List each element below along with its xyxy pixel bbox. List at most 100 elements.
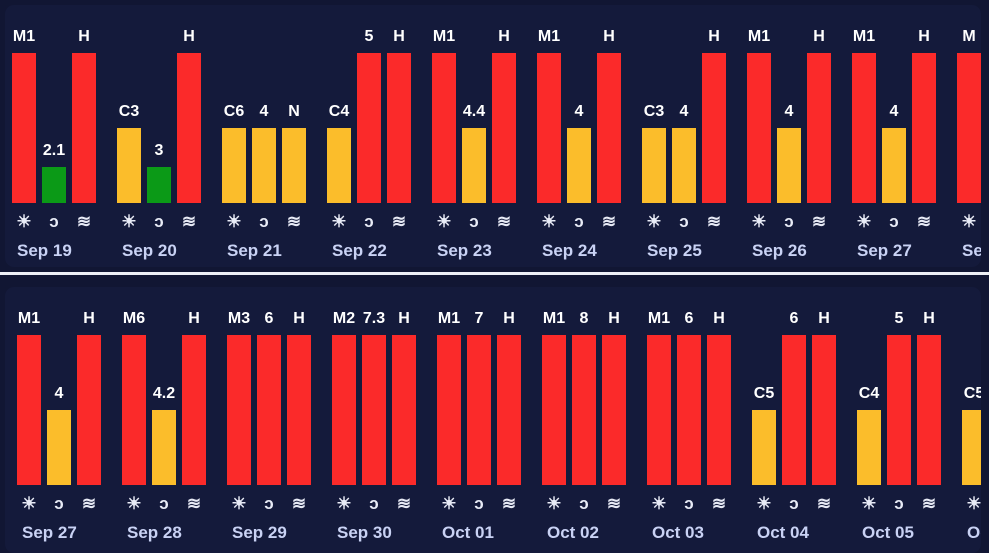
- day-date-label: Oct 03: [652, 523, 704, 542]
- magnet-icon: ↄ: [579, 494, 589, 513]
- sun-icon: ☀: [651, 494, 667, 513]
- magnet-icon: ↄ: [789, 494, 799, 513]
- forecast-bar: [777, 128, 801, 203]
- magnet-icon: ↄ: [684, 494, 694, 513]
- bar-value-label: M1: [542, 310, 566, 327]
- day-date-label: Sep 27: [22, 523, 77, 542]
- forecast-bar: [707, 335, 731, 485]
- day-column: C5 ☀ Oc: [962, 287, 981, 553]
- panel-divider: [0, 272, 989, 275]
- bar-value-label: 7.3: [362, 310, 386, 327]
- forecast-bar: [47, 410, 71, 485]
- magnet-icon: ↄ: [474, 494, 484, 513]
- day-column: M1 ☀ 6 ↄ H ≋ Oct 03: [647, 287, 747, 553]
- forecast-bar: [357, 53, 381, 203]
- wind-icon: ≋: [711, 494, 727, 513]
- bar-value-label: 6: [684, 310, 694, 327]
- day-column: M6 ☀ 4.2 ↄ H ≋ Sep 28: [122, 287, 222, 553]
- bar-value-label: M2: [332, 310, 356, 327]
- forecast-bar: [782, 335, 806, 485]
- forecast-bar: [882, 128, 906, 203]
- forecast-bar: [567, 128, 591, 203]
- day-column: C3 ☀ 3 ↄ H ≋ Sep 20: [117, 5, 217, 267]
- day-column: M ☀ Se: [957, 5, 981, 267]
- day-column: M1 ☀ 4 ↄ H ≋ Sep 24: [537, 5, 637, 267]
- forecast-bar: [752, 410, 776, 485]
- forecast-bar: [642, 128, 666, 203]
- bar-value-label: M: [962, 28, 976, 45]
- wind-icon: ≋: [76, 212, 92, 231]
- wind-icon: ≋: [391, 212, 407, 231]
- bar-value-label: C5: [753, 385, 775, 402]
- magnet-icon: ↄ: [49, 212, 59, 231]
- bar-value-label: H: [393, 28, 405, 45]
- forecast-bar: [387, 53, 411, 203]
- bar-value-label: N: [288, 103, 300, 120]
- sun-icon: ☀: [646, 212, 662, 231]
- bar-value-label: H: [78, 28, 90, 45]
- day-column: M1 ☀ 7 ↄ H ≋ Oct 01: [437, 287, 537, 553]
- sun-icon: ☀: [231, 494, 247, 513]
- forecast-bar: [257, 335, 281, 485]
- bar-value-label: H: [293, 310, 305, 327]
- forecast-bar: [542, 335, 566, 485]
- day-date-label: Oct 04: [757, 523, 809, 542]
- bar-value-label: H: [398, 310, 410, 327]
- forecast-bar: [537, 53, 561, 203]
- forecast-bar: [17, 335, 41, 485]
- bar-value-label: C3: [118, 103, 140, 120]
- sun-icon: ☀: [441, 494, 457, 513]
- magnet-icon: ↄ: [784, 212, 794, 231]
- day-date-label: Sep 25: [647, 241, 702, 260]
- day-date-label: Sep 23: [437, 241, 492, 260]
- bar-value-label: C6: [223, 103, 245, 120]
- day-date-label: Sep 19: [17, 241, 72, 260]
- bar-value-label: H: [188, 310, 200, 327]
- forecast-bar: [747, 53, 771, 203]
- bar-value-label: H: [183, 28, 195, 45]
- magnet-icon: ↄ: [574, 212, 584, 231]
- sun-icon: ☀: [121, 212, 137, 231]
- sun-icon: ☀: [331, 212, 347, 231]
- day-column: C4 ☀ 5 ↄ H ≋ Oct 05: [857, 287, 957, 553]
- forecast-bar: [807, 53, 831, 203]
- forecast-bar: [677, 335, 701, 485]
- sun-icon: ☀: [226, 212, 242, 231]
- wind-icon: ≋: [496, 212, 512, 231]
- sun-icon: ☀: [961, 212, 977, 231]
- forecast-bar: [182, 335, 206, 485]
- bar-value-label: C4: [328, 103, 350, 120]
- magnet-icon: ↄ: [264, 494, 274, 513]
- bar-value-label: C5: [963, 385, 981, 402]
- forecast-bar: [362, 335, 386, 485]
- magnet-icon: ↄ: [369, 494, 379, 513]
- bar-value-label: 2.1: [42, 142, 66, 159]
- forecast-bar: [122, 335, 146, 485]
- bar-value-label: M1: [852, 28, 876, 45]
- magnet-icon: ↄ: [159, 494, 169, 513]
- forecast-bar: [702, 53, 726, 203]
- magnet-icon: ↄ: [469, 212, 479, 231]
- bar-value-label: 4: [259, 103, 269, 120]
- bar-value-label: C3: [643, 103, 665, 120]
- forecast-bar: [497, 335, 521, 485]
- bar-value-label: M1: [537, 28, 561, 45]
- bar-value-label: H: [713, 310, 725, 327]
- day-column: M3 ☀ 6 ↄ H ≋ Sep 29: [227, 287, 327, 553]
- bar-value-label: H: [83, 310, 95, 327]
- bar-value-label: M6: [122, 310, 146, 327]
- bar-value-label: H: [498, 28, 510, 45]
- magnet-icon: ↄ: [364, 212, 374, 231]
- sun-icon: ☀: [751, 212, 767, 231]
- forecast-bar: [282, 128, 306, 203]
- forecast-bar: [852, 53, 876, 203]
- sun-icon: ☀: [436, 212, 452, 231]
- day-column: C4 ☀ 5 ↄ H ≋ Sep 22: [327, 5, 427, 267]
- bar-value-label: 4: [54, 385, 64, 402]
- forecast-bar: [492, 53, 516, 203]
- forecast-bar: [957, 53, 981, 203]
- forecast-bar: [12, 53, 36, 203]
- wind-icon: ≋: [816, 494, 832, 513]
- bar-value-label: H: [918, 28, 930, 45]
- day-column: C6 ☀ 4 ↄ N ≋ Sep 21: [222, 5, 322, 267]
